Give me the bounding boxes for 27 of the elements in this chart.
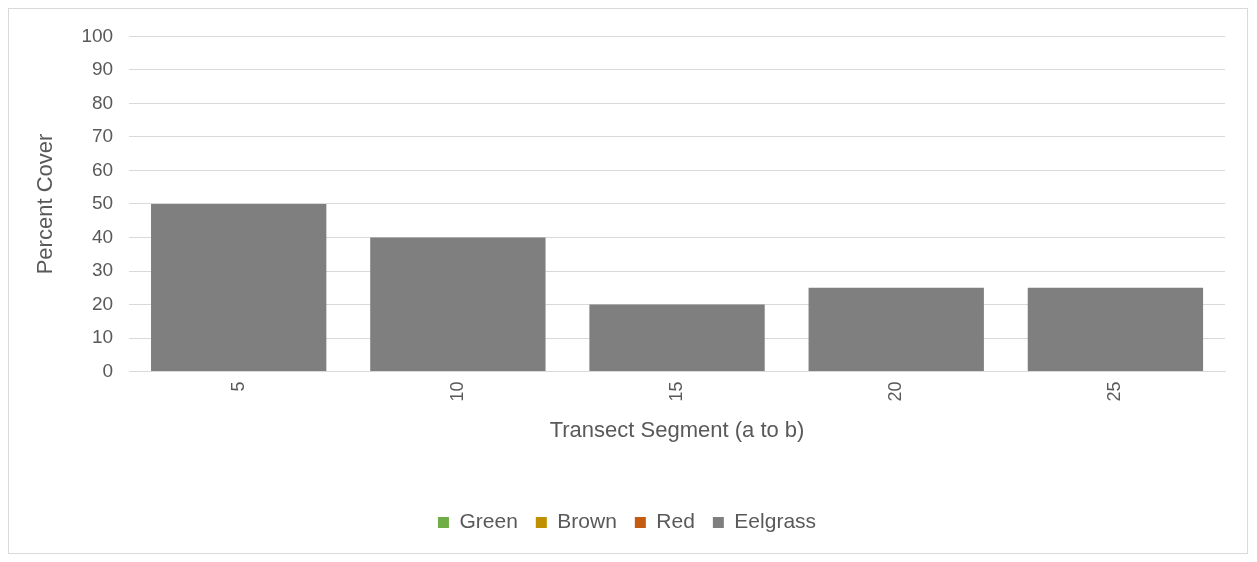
legend-label: Eelgrass [734, 509, 817, 533]
y-tick-label: 20 [91, 292, 114, 314]
legend-label: Green [459, 509, 518, 533]
y-tick-label: 0 [102, 359, 114, 381]
x-axis-title: Transect Segment (a to b) [549, 416, 805, 442]
x-tick-label: 15 [666, 381, 687, 402]
bar [589, 304, 765, 372]
bar [151, 203, 327, 372]
bar [1027, 287, 1204, 372]
y-tick-label: 90 [91, 58, 114, 80]
y-tick-label: 100 [81, 24, 114, 46]
y-tick-label: 60 [91, 158, 114, 180]
legend-label: Red [656, 509, 695, 533]
x-tick-label: 25 [1104, 381, 1125, 402]
y-tick-label: 40 [91, 225, 114, 247]
y-tick-label: 10 [91, 326, 114, 348]
y-tick-label: 50 [91, 192, 114, 214]
x-tick-label: 20 [885, 381, 906, 402]
y-tick-label: 30 [91, 259, 114, 281]
bar [370, 237, 546, 372]
x-tick-label: 10 [446, 381, 467, 402]
y-tick-label: 80 [91, 91, 114, 113]
bar [808, 287, 984, 372]
x-tick-label: 5 [227, 381, 248, 392]
y-tick-label: 70 [91, 125, 114, 147]
legend-label: Brown [557, 509, 617, 533]
y-axis-title: Percent Cover [32, 133, 58, 275]
